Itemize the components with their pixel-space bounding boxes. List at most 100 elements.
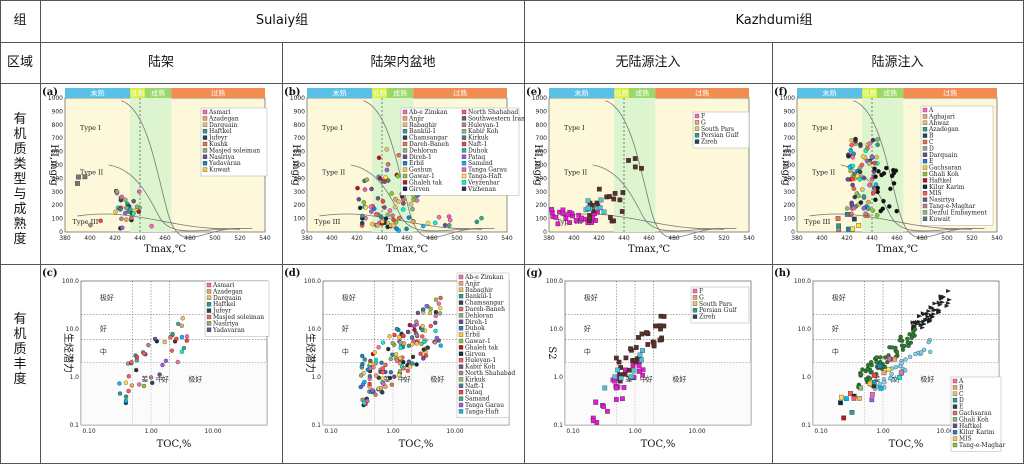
data-point bbox=[98, 218, 103, 224]
data-point bbox=[385, 212, 391, 218]
maturity-band-label: 过熟 bbox=[943, 89, 957, 98]
data-point bbox=[119, 225, 125, 231]
data-point bbox=[397, 372, 402, 378]
x-tick-label: 400 bbox=[568, 235, 580, 242]
y-tick-label: 100.0 bbox=[546, 278, 563, 285]
x-tick-label: 400 bbox=[816, 235, 828, 242]
legend-entry: Haftkel bbox=[959, 423, 982, 430]
x-axis-title: Tmax,℃ bbox=[628, 244, 670, 255]
data-point bbox=[927, 318, 932, 323]
y-tick-label: 200 bbox=[536, 202, 548, 209]
y-tick-label: 900 bbox=[784, 108, 796, 115]
legend-entry: C bbox=[929, 139, 934, 146]
type-iii-curve bbox=[319, 213, 495, 230]
data-point bbox=[605, 408, 610, 414]
maturity-band bbox=[372, 88, 387, 98]
data-point bbox=[608, 215, 613, 220]
data-point bbox=[168, 334, 173, 340]
data-point bbox=[850, 176, 855, 182]
data-point bbox=[872, 166, 877, 171]
x-tick-label: 400 bbox=[326, 235, 338, 242]
data-point bbox=[622, 371, 628, 377]
legend-entry: Kirkuk bbox=[465, 376, 486, 383]
y-tick-label: 0.1 bbox=[69, 422, 79, 429]
data-point bbox=[946, 289, 951, 294]
legend-swatch bbox=[402, 116, 408, 121]
data-point bbox=[844, 396, 849, 402]
type-ii-label: Type II bbox=[812, 168, 836, 176]
chart-d-svg: 极好好中差中好极好0.10 1.00 10.000.11.010.0100.0TOC… bbox=[284, 268, 515, 450]
zone-medium-label: 中 bbox=[100, 347, 107, 356]
data-point bbox=[372, 206, 377, 211]
data-point bbox=[437, 311, 443, 316]
legend-swatch bbox=[461, 129, 467, 134]
zone-poor-label: 差 bbox=[141, 375, 148, 384]
data-point bbox=[442, 222, 448, 228]
data-point bbox=[938, 294, 944, 299]
zone-good-label: 好 bbox=[100, 324, 107, 333]
x-tick-label: 500 bbox=[941, 235, 953, 242]
panel-label: (g) bbox=[526, 268, 542, 279]
legend-entry: Dehloran bbox=[409, 147, 437, 154]
data-point bbox=[124, 217, 129, 222]
data-point bbox=[447, 217, 453, 223]
maturity-band bbox=[387, 88, 414, 98]
data-point bbox=[126, 374, 131, 379]
data-point bbox=[360, 361, 365, 367]
data-point bbox=[851, 216, 857, 222]
data-point bbox=[433, 320, 438, 325]
panel-d: 极好好中差中好极好 0.10 1.00 10.00 0.1 1.0 10.0 100.0 TOC… bbox=[283, 265, 524, 463]
data-point bbox=[860, 187, 865, 192]
panel-b: 未熟 低熟 成熟 过熟 Type I Type II Type III 380 400 420 44… bbox=[283, 84, 525, 264]
zone-poor-label: 差 bbox=[625, 375, 632, 384]
legend-entry: Ghaleh tak bbox=[409, 179, 442, 186]
data-point bbox=[881, 198, 886, 204]
data-point bbox=[411, 323, 417, 329]
data-point bbox=[362, 187, 368, 192]
legend-entry: Asmari bbox=[208, 109, 231, 116]
x-tick-label: 10.00 bbox=[446, 428, 463, 435]
legend-entry: Darquain bbox=[209, 122, 237, 129]
x-tick-label: 520 bbox=[476, 235, 488, 242]
data-point bbox=[875, 142, 880, 148]
x-tick-label: 420 bbox=[351, 235, 363, 242]
data-point bbox=[414, 362, 419, 367]
data-point bbox=[596, 186, 602, 192]
data-point bbox=[850, 155, 856, 160]
data-point bbox=[360, 213, 365, 219]
legend-swatch bbox=[458, 326, 464, 331]
data-point bbox=[869, 154, 875, 159]
legend-swatch bbox=[461, 116, 467, 121]
legend-swatch bbox=[206, 295, 212, 300]
legend-swatch bbox=[922, 171, 928, 177]
data-point bbox=[874, 355, 879, 360]
maturity-band bbox=[65, 88, 130, 98]
data-point bbox=[611, 196, 617, 202]
legend-swatch bbox=[458, 306, 464, 312]
legend-swatch bbox=[922, 197, 928, 202]
data-point bbox=[176, 321, 181, 327]
data-point bbox=[607, 194, 612, 199]
data-point bbox=[392, 204, 398, 210]
maturity-band bbox=[614, 88, 629, 98]
data-point bbox=[396, 199, 401, 204]
data-point bbox=[123, 380, 129, 385]
data-point bbox=[870, 137, 876, 143]
data-point bbox=[134, 204, 140, 210]
data-point bbox=[617, 197, 623, 203]
maturity-band-label: 未熟 bbox=[575, 89, 589, 98]
legend-swatch bbox=[402, 154, 408, 159]
zone-poor-label: 差 bbox=[873, 375, 880, 384]
data-point bbox=[387, 208, 393, 213]
data-point bbox=[137, 382, 142, 387]
data-point bbox=[129, 360, 134, 365]
y-tick-label: 0 bbox=[543, 229, 547, 236]
legend-swatch bbox=[461, 180, 467, 185]
panel-f: 未熟 低熟 成熟 过熟 Type I Type II Type III 380 400 420 44… bbox=[773, 84, 1023, 264]
y-axis-title: HI,mg/g bbox=[290, 144, 301, 186]
data-point bbox=[573, 218, 579, 223]
data-point bbox=[838, 400, 843, 406]
legend-swatch bbox=[206, 321, 212, 326]
data-point bbox=[851, 205, 857, 211]
